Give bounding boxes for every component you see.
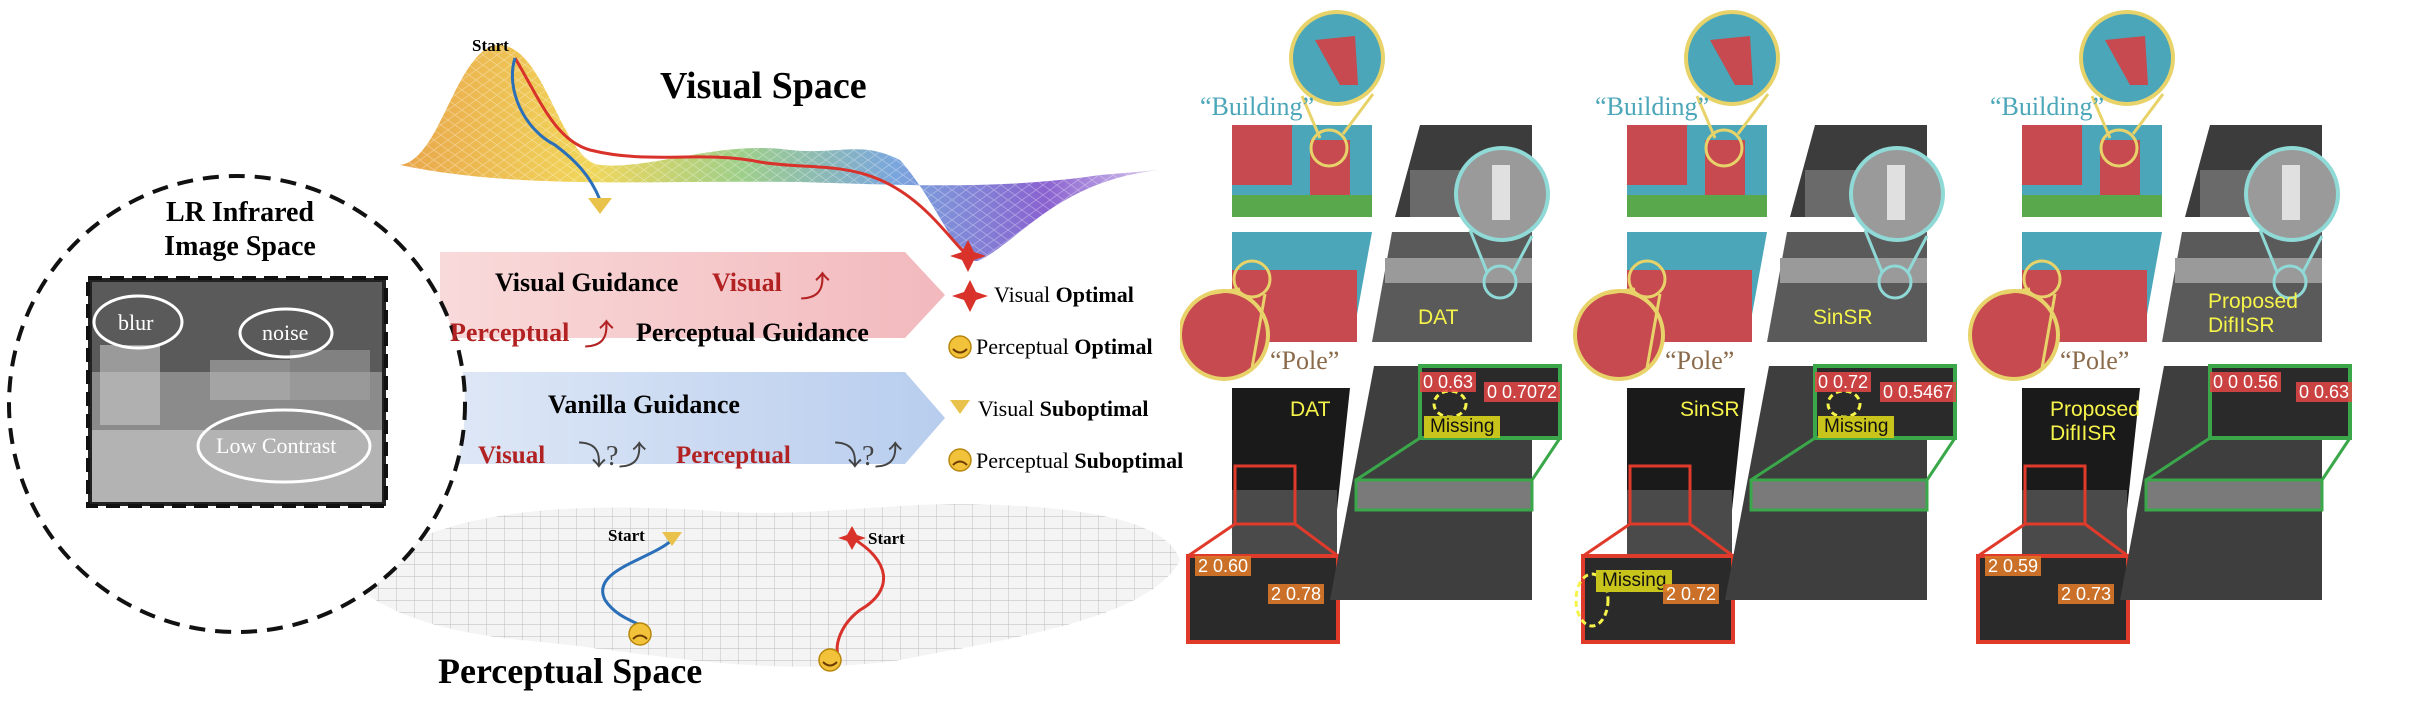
- pole-label-text: Pole: [1281, 346, 1328, 375]
- visual-guidance-label: Visual Guidance: [495, 268, 679, 297]
- blur-label: blur: [118, 310, 154, 335]
- legend-perceptual-optimal: Perceptual Optimal: [976, 334, 1153, 360]
- start-label-blue: Start: [608, 526, 645, 545]
- detection-label: 0 0.63: [1420, 372, 1477, 392]
- detection-label: 0 0 0.56: [2210, 372, 2282, 392]
- detection-label: 2 0.60: [1195, 556, 1252, 576]
- legend-visual-suboptimal-bold: Suboptimal: [1039, 396, 1149, 421]
- legend-visual-optimal: Visual Optimal: [994, 282, 1134, 308]
- legend-visual-suboptimal-prefix: Visual: [978, 396, 1040, 421]
- method-line1: Proposed: [2050, 398, 2140, 421]
- missing-tag: Missing: [1818, 416, 1895, 438]
- missing-tag: Missing: [1424, 416, 1501, 438]
- detection-label: 2 0.78: [1268, 584, 1325, 604]
- building-label-text: Building: [1211, 92, 1303, 121]
- method-line1: Proposed: [2208, 290, 2298, 313]
- detection-label: 0 0.5467: [1880, 382, 1957, 402]
- method-label-top-2: SinSR: [1813, 306, 1873, 329]
- building-label-2: “Building”: [1595, 92, 1710, 121]
- legend-visual-optimal-bold: Optimal: [1055, 282, 1134, 307]
- building-label-1: “Building”: [1200, 92, 1315, 121]
- vanilla-guidance-label: Vanilla Guidance: [548, 390, 740, 419]
- red-arrow-perceptual-label: Perceptual: [450, 318, 570, 347]
- legend-perceptual-optimal-bold: Optimal: [1074, 334, 1153, 359]
- noise-label: noise: [262, 320, 309, 345]
- legend-visual-suboptimal: Visual Suboptimal: [978, 396, 1148, 422]
- low-contrast-label: Low Contrast: [216, 433, 337, 458]
- pole-label-3: “Pole”: [2060, 346, 2130, 375]
- legend-perceptual-suboptimal-prefix: Perceptual: [976, 448, 1075, 473]
- detection-label: 0 0.7072: [1484, 382, 1561, 402]
- detection-label: 2 0.72: [1663, 584, 1720, 604]
- building-label-text: Building: [1606, 92, 1698, 121]
- legend-perceptual-suboptimal: Perceptual Suboptimal: [976, 448, 1183, 474]
- method-label-bottom-2: SinSR: [1680, 398, 1740, 421]
- method-line2: DifIISR: [2050, 422, 2117, 445]
- legend-perceptual-optimal-prefix: Perceptual: [976, 334, 1075, 359]
- method-label-top-3: Proposed DifIISR: [2208, 290, 2298, 338]
- visual-space-title: Visual Space: [660, 65, 867, 107]
- detection-label: 0 0.72: [1815, 372, 1872, 392]
- pole-label-2: “Pole”: [1665, 346, 1735, 375]
- lr-circle-title: LR Infrared Image Space: [100, 196, 380, 264]
- start-label-red: Start: [868, 529, 905, 548]
- question-arrow-icon: ⤵?⤴: [834, 441, 903, 472]
- up-arrow-icon: ⤴: [584, 319, 614, 352]
- method-label-bottom-1: DAT: [1290, 398, 1331, 421]
- up-arrow-icon: ⤴: [800, 271, 830, 304]
- detection-label: 2 0.73: [2058, 584, 2115, 604]
- method-label-top-1: DAT: [1418, 306, 1459, 329]
- perceptual-guidance-label: Perceptual Guidance: [636, 318, 869, 347]
- method-line2: DifIISR: [2208, 314, 2275, 337]
- building-label-3: “Building”: [1990, 92, 2105, 121]
- perceptual-space-title: Perceptual Space: [438, 651, 703, 691]
- blue-arrow-visual-label: Visual: [478, 442, 546, 469]
- missing-tag: Missing: [1596, 570, 1673, 592]
- method-label-bottom-3: Proposed DifIISR: [2050, 398, 2140, 446]
- visual-space-surface: [7, 44, 1180, 672]
- lr-title-line2: Image Space: [164, 231, 316, 262]
- legend-perceptual-suboptimal-bold: Suboptimal: [1074, 448, 1184, 473]
- pole-label-text: Pole: [1676, 346, 1723, 375]
- pole-label-1: “Pole”: [1270, 346, 1340, 375]
- building-label-text: Building: [2001, 92, 2093, 121]
- legend-visual-optimal-prefix: Visual: [994, 282, 1056, 307]
- question-arrow-icon: ⤵?⤴: [578, 441, 647, 472]
- red-arrow-visual-label: Visual: [712, 268, 782, 297]
- start-label-visual: Start: [472, 36, 509, 55]
- detection-label: 2 0.59: [1985, 556, 2042, 576]
- pole-label-text: Pole: [2071, 346, 2118, 375]
- lr-title-line1: LR Infrared: [165, 197, 315, 228]
- detection-label: 0 0.63: [2296, 382, 2353, 402]
- comparison-panels: [1180, 10, 2352, 644]
- blue-arrow-perceptual-label: Perceptual: [676, 442, 791, 469]
